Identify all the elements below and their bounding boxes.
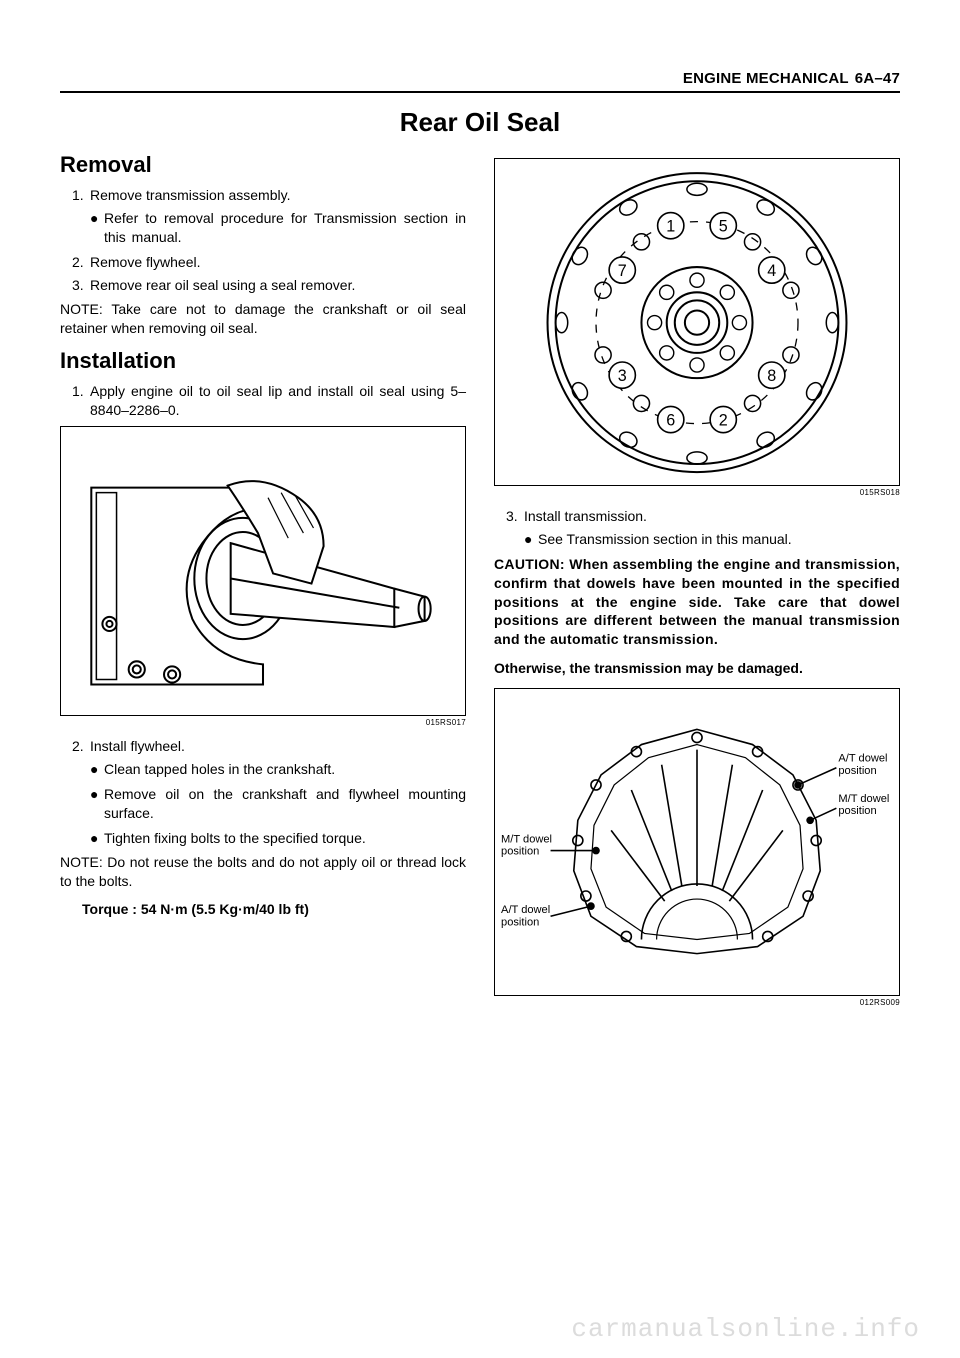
label-at-left: A/T dowelposition: [501, 904, 550, 928]
bullet-icon: ●: [90, 760, 104, 779]
removal-step-1-bullet: ● Refer to removal procedure for Transmi…: [60, 209, 466, 247]
bullet-icon: ●: [90, 829, 104, 848]
trans-bullet: ● See Transmission section in this manua…: [494, 530, 900, 549]
step-number: 1.: [72, 382, 90, 420]
watermark-text: carmanualsonline.info: [571, 1314, 920, 1344]
figure-dowel-positions: A/T dowelposition M/T dowelposition M/T …: [494, 688, 900, 996]
bolt-num-5: 5: [719, 218, 728, 236]
bullet-text: Refer to removal procedure for Transmiss…: [104, 209, 466, 247]
label-mt-left: M/T dowelposition: [501, 834, 552, 858]
bolt-num-3: 3: [618, 367, 627, 385]
step-text: Apply engine oil to oil seal lip and ins…: [90, 382, 466, 420]
bullet-icon: ●: [524, 530, 538, 549]
two-column-layout: Removal 1. Remove transmission assembly.…: [60, 152, 900, 1017]
label-mt-right: M/T dowelposition: [838, 793, 889, 817]
seal-tool-illustration: [61, 427, 465, 720]
removal-note: NOTE: Take care not to damage the cranks…: [60, 300, 466, 338]
flywheel-bullet-1: ● Clean tapped holes in the crankshaft.: [60, 760, 466, 779]
torque-spec: Torque : 54 N·m (5.5 Kg·m/40 lb ft): [60, 901, 466, 917]
page-number: 6A–47: [855, 70, 900, 87]
dowel-illustration: A/T dowelposition M/T dowelposition M/T …: [495, 689, 899, 1000]
label-at-right: A/T dowelposition: [838, 753, 887, 777]
bullet-text: See Transmission section in this manual.: [538, 530, 900, 549]
removal-heading: Removal: [60, 152, 466, 178]
bolt-num-8: 8: [767, 367, 776, 385]
bolt-num-1: 1: [666, 218, 675, 236]
flywheel-bullet-3: ● Tighten fixing bolts to the specified …: [60, 829, 466, 848]
install-step-2: 2. Install flywheel.: [60, 737, 466, 756]
removal-step-3: 3. Remove rear oil seal using a seal rem…: [60, 276, 466, 295]
bolt-num-7: 7: [618, 262, 627, 280]
step-number: 1.: [72, 186, 90, 205]
step-number: 3.: [506, 507, 524, 526]
right-column: 1 5 7 4 3 8 6 2 015RS018 3. Install tran…: [494, 152, 900, 1017]
section-title: ENGINE MECHANICAL: [683, 70, 849, 87]
install-step-3: 3. Install transmission.: [494, 507, 900, 526]
removal-step-1: 1. Remove transmission assembly.: [60, 186, 466, 205]
step-text: Install flywheel.: [90, 737, 466, 756]
bolt-note: NOTE: Do not reuse the bolts and do not …: [60, 853, 466, 891]
bolt-num-2: 2: [719, 412, 728, 430]
bolt-num-4: 4: [767, 262, 776, 280]
step-number: 2.: [72, 737, 90, 756]
bullet-text: Clean tapped holes in the crankshaft.: [104, 760, 466, 779]
page-header: ENGINE MECHANICAL 6A–47: [60, 70, 900, 93]
bullet-text: Tighten fixing bolts to the specified to…: [104, 829, 466, 848]
flywheel-illustration: 1 5 7 4 3 8 6 2: [495, 159, 899, 490]
step-text: Remove rear oil seal using a seal remove…: [90, 276, 466, 295]
removal-step-2: 2. Remove flywheel.: [60, 253, 466, 272]
figure-seal-tool: [60, 426, 466, 716]
bolt-num-6: 6: [666, 412, 675, 430]
bullet-text: Remove oil on the crankshaft and flywhee…: [104, 785, 466, 823]
page-title: Rear Oil Seal: [60, 107, 900, 138]
caution-text-2: Otherwise, the transmission may be damag…: [494, 659, 900, 678]
figure-flywheel: 1 5 7 4 3 8 6 2: [494, 158, 900, 486]
page: ENGINE MECHANICAL 6A–47 Rear Oil Seal Re…: [0, 0, 960, 1017]
caution-text: CAUTION: When assembling the engine and …: [494, 555, 900, 649]
step-number: 3.: [72, 276, 90, 295]
step-text: Remove flywheel.: [90, 253, 466, 272]
installation-heading: Installation: [60, 348, 466, 374]
left-column: Removal 1. Remove transmission assembly.…: [60, 152, 466, 1017]
step-number: 2.: [72, 253, 90, 272]
step-text: Remove transmission assembly.: [90, 186, 466, 205]
bullet-icon: ●: [90, 209, 104, 247]
bullet-icon: ●: [90, 785, 104, 823]
step-text: Install transmission.: [524, 507, 900, 526]
install-step-1: 1. Apply engine oil to oil seal lip and …: [60, 382, 466, 420]
flywheel-bullet-2: ● Remove oil on the crankshaft and flywh…: [60, 785, 466, 823]
